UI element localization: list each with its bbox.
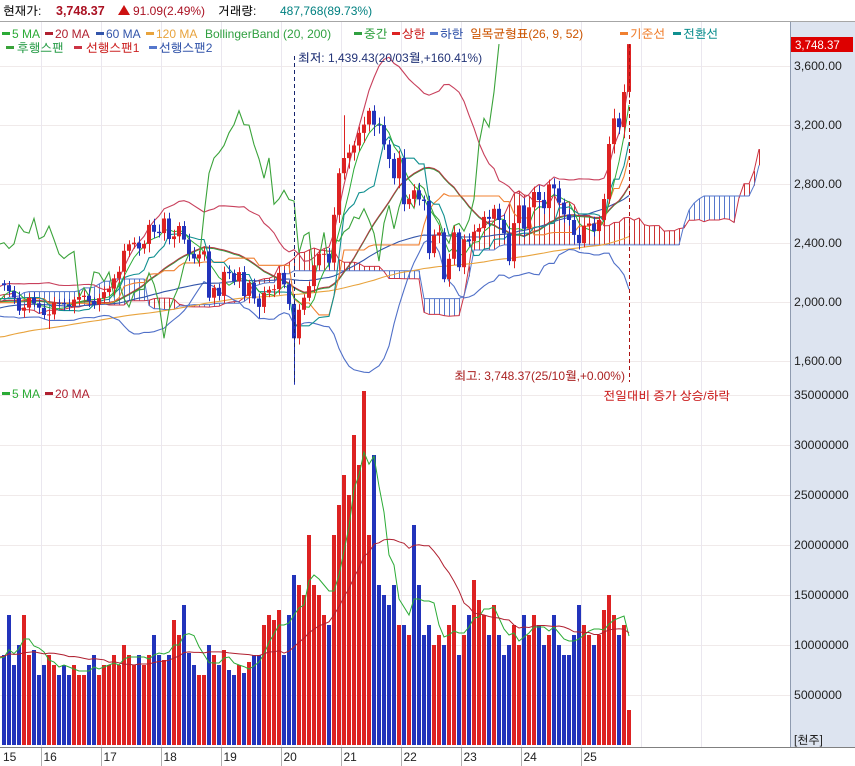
svg-text::: : <box>38 4 41 18</box>
svg-text:487,768(89.73%): 487,768(89.73%) <box>280 4 372 18</box>
svg-text:(26, 9, 52): (26, 9, 52) <box>528 27 583 41</box>
svg-text:18: 18 <box>164 750 178 764</box>
svg-text:1: 1 <box>133 41 140 55</box>
svg-text:25: 25 <box>584 750 598 764</box>
svg-text:21: 21 <box>344 750 358 764</box>
svg-text:17: 17 <box>104 750 118 764</box>
svg-text:2,000.00: 2,000.00 <box>794 295 842 309</box>
svg-text:[: [ <box>794 735 798 747</box>
svg-text:25000000: 25000000 <box>794 488 849 502</box>
svg-text:5 MA: 5 MA <box>12 387 40 401</box>
svg-text:24: 24 <box>524 750 538 764</box>
svg-text:1,600.00: 1,600.00 <box>794 354 842 368</box>
svg-text:20 MA: 20 MA <box>55 27 90 41</box>
svg-text:20000000: 20000000 <box>794 538 849 552</box>
svg-text:16: 16 <box>44 750 58 764</box>
svg-text:22: 22 <box>404 750 418 764</box>
svg-text:23: 23 <box>464 750 478 764</box>
svg-text:20 MA: 20 MA <box>55 387 90 401</box>
svg-text:91.09(2.49%): 91.09(2.49%) <box>133 4 205 18</box>
svg-text::: : <box>253 4 256 18</box>
svg-text:19: 19 <box>224 750 238 764</box>
svg-text:,+0.00%): ,+0.00%) <box>577 369 625 383</box>
svg-text:2,800.00: 2,800.00 <box>794 177 842 191</box>
svg-text:3,748.37: 3,748.37 <box>795 40 840 52</box>
svg-text:35000000: 35000000 <box>794 388 849 402</box>
svg-text:60 MA: 60 MA <box>106 27 141 41</box>
svg-text:3,600.00: 3,600.00 <box>794 59 842 73</box>
svg-text:15000000: 15000000 <box>794 588 849 602</box>
svg-text:3,200.00: 3,200.00 <box>794 118 842 132</box>
svg-text:2: 2 <box>206 41 213 55</box>
svg-text:,+160.41%): ,+160.41%) <box>420 51 482 65</box>
svg-text:: 1,439.43(20/03: : 1,439.43(20/03 <box>321 51 409 65</box>
svg-text:]: ] <box>820 735 823 747</box>
svg-text:15: 15 <box>3 750 17 764</box>
svg-text:5000000: 5000000 <box>794 688 842 702</box>
svg-text:120 MA: 120 MA <box>156 27 197 41</box>
svg-text:BollingerBand (20, 200): BollingerBand (20, 200) <box>205 27 331 41</box>
svg-text:2,400.00: 2,400.00 <box>794 236 842 250</box>
svg-text:10000000: 10000000 <box>794 638 849 652</box>
svg-text:5 MA: 5 MA <box>12 27 40 41</box>
svg-text:: 3,748.37(25/10: : 3,748.37(25/10 <box>478 369 566 383</box>
svg-text:30000000: 30000000 <box>794 438 849 452</box>
svg-text:/: / <box>703 389 707 403</box>
svg-text:3,748.37: 3,748.37 <box>56 4 105 18</box>
svg-text:20: 20 <box>284 750 298 764</box>
